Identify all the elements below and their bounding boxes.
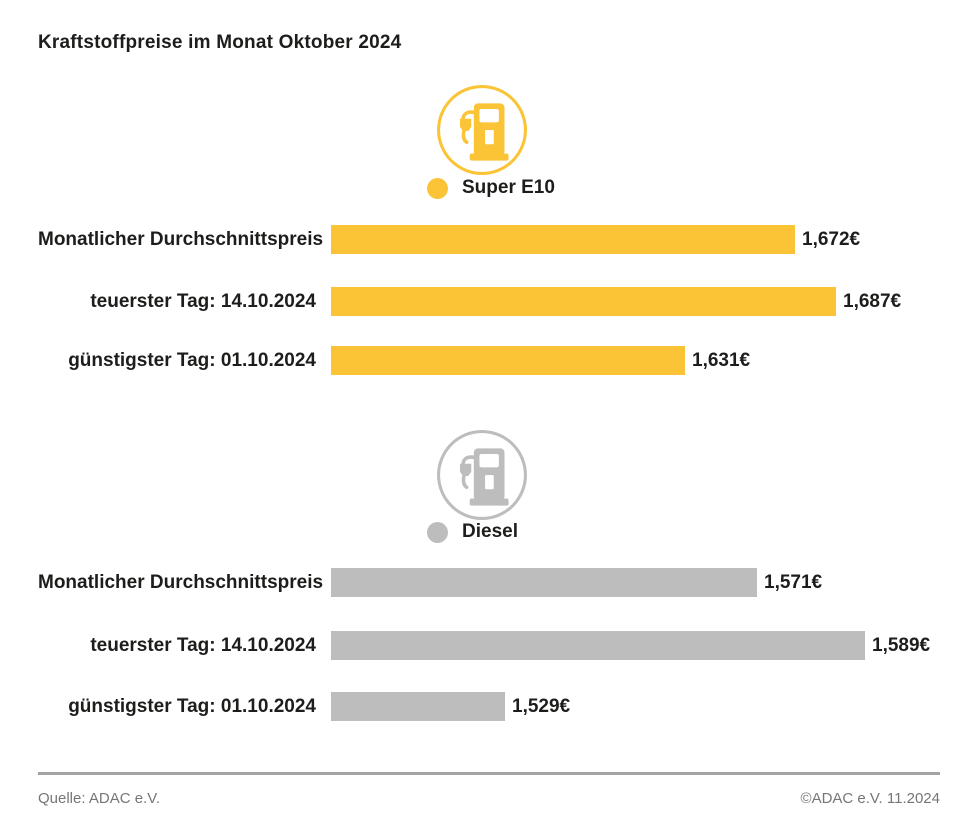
- bar-category-label: teuerster Tag: 14.10.2024: [90, 634, 316, 656]
- bar-row: teuerster Tag: 14.10.2024 1,589€: [38, 631, 930, 660]
- bar-value-label: 1,631€: [692, 349, 751, 371]
- legend-label: Diesel: [462, 521, 518, 542]
- bar-super-e10-avg: [331, 225, 795, 254]
- footer-divider: [38, 772, 940, 775]
- copyright-credit: ©ADAC e.V. 11.2024: [800, 790, 940, 807]
- bar-value-label: 1,687€: [843, 290, 902, 312]
- fuel-pump-icon: [436, 84, 528, 176]
- bar-row: günstigster Tag: 01.10.2024 1,631€: [38, 346, 750, 375]
- legend-label: Super E10: [462, 177, 555, 198]
- bar-category-label: Monatlicher Durchschnittspreis: [38, 571, 324, 593]
- fuel-pump-icon: [436, 429, 528, 521]
- legend-diesel: Diesel: [427, 521, 518, 543]
- bar-value-label: 1,672€: [802, 228, 861, 250]
- bar-diesel-avg: [331, 568, 757, 597]
- bar-diesel-min: [331, 692, 505, 721]
- legend-dot-icon: [427, 521, 448, 543]
- bar-diesel-max: [331, 631, 865, 660]
- legend-super-e10: Super E10: [427, 177, 555, 199]
- bar-row: Monatlicher Durchschnittspreis 1,571€: [38, 568, 822, 597]
- page-title: Kraftstoffpreise im Monat Oktober 2024: [38, 32, 402, 53]
- bar-value-label: 1,589€: [872, 634, 931, 656]
- bar-category-label: teuerster Tag: 14.10.2024: [90, 290, 316, 312]
- bar-row: Monatlicher Durchschnittspreis 1,672€: [38, 225, 860, 254]
- legend-dot-icon: [427, 177, 448, 199]
- bar-category-label: günstigster Tag: 01.10.2024: [68, 349, 316, 371]
- bar-category-label: Monatlicher Durchschnittspreis: [38, 228, 324, 250]
- bar-row: günstigster Tag: 01.10.2024 1,529€: [38, 692, 570, 721]
- bar-super-e10-max: [331, 287, 836, 316]
- bar-super-e10-min: [331, 346, 685, 375]
- bar-row: teuerster Tag: 14.10.2024 1,687€: [38, 287, 901, 316]
- bar-value-label: 1,571€: [764, 571, 823, 593]
- bar-category-label: günstigster Tag: 01.10.2024: [68, 695, 316, 717]
- bar-value-label: 1,529€: [512, 695, 571, 717]
- source-credit: Quelle: ADAC e.V.: [38, 790, 161, 807]
